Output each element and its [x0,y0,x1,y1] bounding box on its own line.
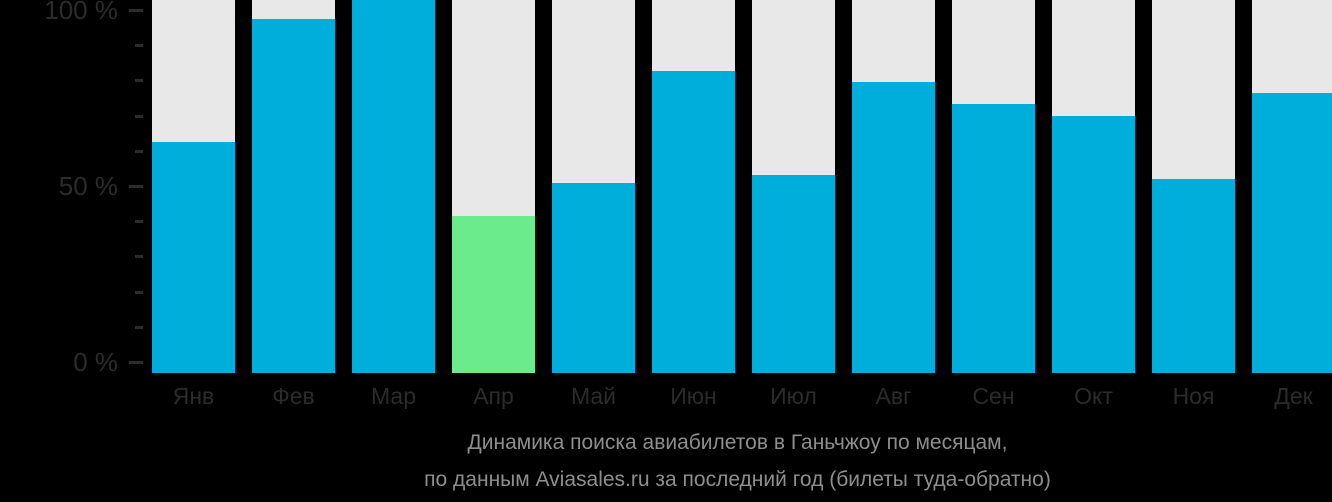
month-label-5: Май [570,383,617,409]
y-tick-label-50: 50 % [58,171,118,201]
bar-8[interactable] [852,82,935,373]
month-label-11: Ноя [1172,383,1215,409]
chart-subtitle: по данным Aviasales.ru за последний год … [424,468,1051,491]
y-minor-tick [135,150,143,153]
bar-4[interactable] [452,216,535,373]
month-label-7: Июл [770,383,817,409]
month-label-1: Янв [172,383,215,409]
month-label-3: Мар [370,383,416,409]
month-label-12: Дек [1274,383,1313,409]
y-minor-tick [135,255,143,258]
chart-title: Динамика поиска авиабилетов в Ганьчжоу п… [467,431,1008,454]
bar-1[interactable] [152,142,235,373]
y-major-tick [129,361,143,364]
month-label-9: Сен [972,383,1015,409]
y-minor-tick [135,79,143,82]
month-label-8: Авг [875,383,912,409]
y-major-tick [129,185,143,188]
y-tick-label-0: 0 % [73,347,118,377]
y-minor-tick [135,326,143,329]
bar-3[interactable] [352,0,435,373]
bar-11[interactable] [1152,179,1235,373]
y-minor-tick [135,291,143,294]
bar-7[interactable] [752,175,835,373]
y-minor-tick [135,44,143,47]
month-label-6: Июн [670,383,717,409]
bar-9[interactable] [952,104,1035,373]
bar-2[interactable] [252,19,335,373]
bar-6[interactable] [652,71,735,373]
bar-5[interactable] [552,183,635,373]
y-minor-tick [135,220,143,223]
month-label-10: Окт [1074,383,1113,409]
y-minor-tick [135,115,143,118]
y-tick-label-100: 100 % [44,0,118,25]
bar-10[interactable] [1052,116,1135,373]
month-label-4: Апр [473,383,514,409]
y-major-tick [129,9,143,12]
bar-12[interactable] [1252,93,1332,373]
month-label-2: Фев [272,383,315,409]
